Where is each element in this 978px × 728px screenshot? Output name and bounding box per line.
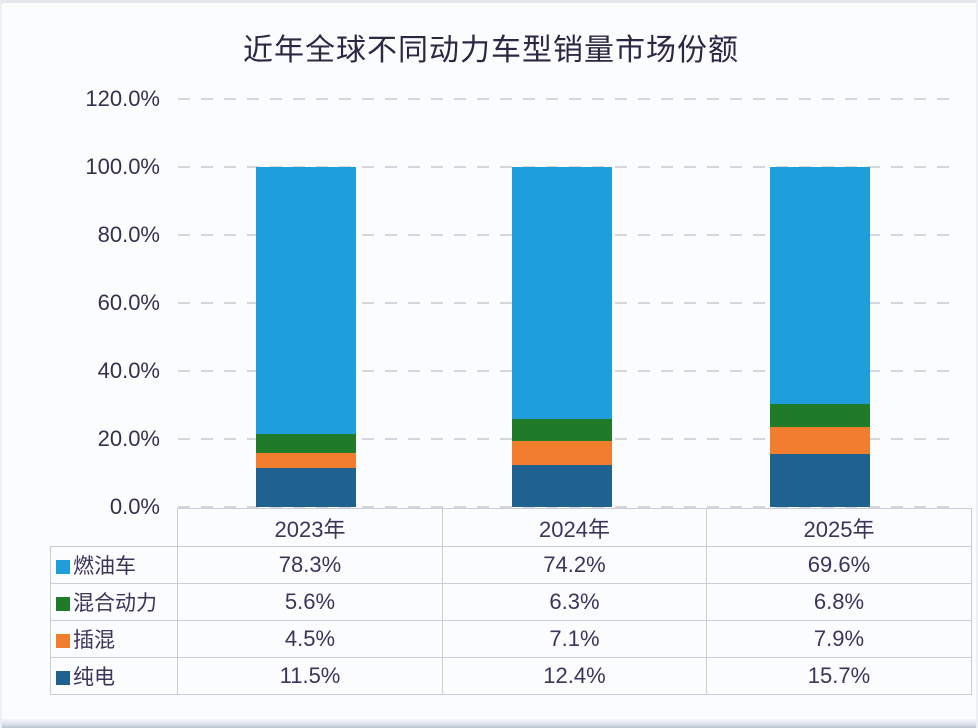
bar-segment-2024年-插混 bbox=[512, 440, 612, 465]
plot-area: 0.0% 20.0% 40.0% 60.0% 80.0% 100.0% 120.0% bbox=[2, 3, 976, 519]
bar-segment-2024年-混合动力 bbox=[512, 419, 612, 441]
legend-swatch-icon bbox=[56, 560, 70, 574]
value-cell-混合动力-2024年: 6.3% bbox=[442, 583, 707, 621]
legend-label: 纯电 bbox=[73, 666, 115, 689]
y-axis-tick-label: 0.0% bbox=[109, 494, 160, 519]
value-cell-混合动力-2023年: 5.6% bbox=[177, 583, 443, 621]
bar-segment-2023年-纯电 bbox=[256, 467, 356, 507]
bar-segment-2024年-燃油车 bbox=[512, 167, 612, 420]
legend-label: 燃油车 bbox=[73, 555, 136, 578]
table-row: 燃油车 78.3% 74.2% 69.6% bbox=[50, 546, 972, 584]
table-row: 插混 4.5% 7.1% 7.9% bbox=[50, 620, 972, 658]
y-axis-tick-label: 60.0% bbox=[97, 290, 160, 315]
data-table: 2023年 2024年 2025年 燃油车 78.3% 74.2% 69.6% 混合动力 5.… bbox=[50, 508, 972, 695]
gridline-120 bbox=[178, 98, 954, 100]
bar-segment-2023年-混合动力 bbox=[256, 433, 356, 453]
y-axis-tick-label: 20.0% bbox=[97, 426, 160, 451]
y-axis-tick-label: 120.0% bbox=[85, 86, 160, 111]
value-cell-纯电-2024年: 12.4% bbox=[442, 657, 707, 695]
value-cell-插混-2025年: 7.9% bbox=[706, 620, 972, 658]
table-corner-empty bbox=[51, 509, 178, 547]
bar-segment-2025年-插混 bbox=[770, 426, 870, 454]
table-header-2025年: 2025年 bbox=[706, 508, 972, 547]
bar-segment-2025年-混合动力 bbox=[770, 403, 870, 427]
value-cell-插混-2023年: 4.5% bbox=[177, 620, 443, 658]
legend-label: 混合动力 bbox=[73, 592, 157, 615]
value-cell-纯电-2023年: 11.5% bbox=[177, 657, 443, 695]
legend-cell-插混: 插混 bbox=[50, 620, 178, 658]
bar-segment-2025年-燃油车 bbox=[770, 167, 870, 404]
bar-segment-2023年-燃油车 bbox=[256, 167, 356, 434]
legend-swatch-icon bbox=[56, 597, 70, 611]
table-header: 2023年 2024年 2025年 bbox=[51, 508, 972, 547]
y-axis-tick-label: 80.0% bbox=[97, 222, 160, 247]
legend-cell-混合动力: 混合动力 bbox=[50, 583, 178, 621]
value-cell-纯电-2025年: 15.7% bbox=[706, 657, 972, 695]
bar-segment-2023年-插混 bbox=[256, 452, 356, 468]
chart-title: 近年全球不同动力车型销量市场份额 bbox=[243, 34, 739, 67]
gridline-0 bbox=[178, 506, 954, 508]
legend-cell-纯电: 纯电 bbox=[50, 657, 178, 695]
table-row: 混合动力 5.6% 6.3% 6.8% bbox=[50, 583, 972, 621]
table-row: 纯电 11.5% 12.4% 15.7% bbox=[50, 657, 972, 695]
value-cell-插混-2024年: 7.1% bbox=[442, 620, 707, 658]
legend-swatch-icon bbox=[56, 634, 70, 648]
table-header-2023年: 2023年 bbox=[177, 508, 443, 547]
table-body: 燃油车 78.3% 74.2% 69.6% 混合动力 5.6% 6.3% 6.8% 插混 4.5%… bbox=[50, 546, 972, 695]
value-cell-燃油车-2025年: 69.6% bbox=[706, 546, 972, 584]
y-axis-tick-label: 100.0% bbox=[85, 154, 160, 179]
value-cell-混合动力-2025年: 6.8% bbox=[706, 583, 972, 621]
legend-cell-燃油车: 燃油车 bbox=[50, 546, 178, 584]
legend-swatch-icon bbox=[56, 671, 70, 685]
table-header-2024年: 2024年 bbox=[442, 508, 707, 547]
window-bottom-edge bbox=[2, 719, 976, 728]
legend-label: 插混 bbox=[73, 629, 115, 652]
bar-segment-2025年-纯电 bbox=[770, 453, 870, 507]
bar-segment-2024年-纯电 bbox=[512, 464, 612, 507]
y-axis-tick-label: 40.0% bbox=[97, 358, 160, 383]
value-cell-燃油车-2023年: 78.3% bbox=[177, 546, 443, 584]
value-cell-燃油车-2024年: 74.2% bbox=[442, 546, 707, 584]
